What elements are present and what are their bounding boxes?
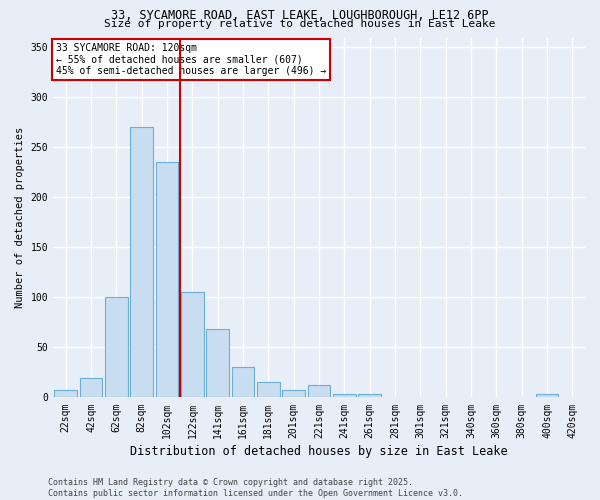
Bar (333, 394, 356, 398)
Bar (155, 162, 178, 398)
Bar (55, 390, 77, 398)
Text: 33 SYCAMORE ROAD: 120sqm
← 55% of detached houses are smaller (607)
45% of semi-: 33 SYCAMORE ROAD: 120sqm ← 55% of detach… (56, 43, 326, 76)
Bar (282, 390, 305, 398)
Bar (232, 368, 254, 398)
Bar (181, 292, 204, 398)
Bar (105, 298, 128, 398)
Bar (206, 330, 229, 398)
Bar (358, 394, 381, 398)
Bar (308, 386, 331, 398)
Bar (257, 382, 280, 398)
Bar (130, 128, 153, 398)
Text: 33, SYCAMORE ROAD, EAST LEAKE, LOUGHBOROUGH, LE12 6PP: 33, SYCAMORE ROAD, EAST LEAKE, LOUGHBORO… (111, 9, 489, 22)
Bar (536, 394, 559, 398)
Text: Contains HM Land Registry data © Crown copyright and database right 2025.
Contai: Contains HM Land Registry data © Crown c… (48, 478, 463, 498)
Text: Size of property relative to detached houses in East Leake: Size of property relative to detached ho… (104, 19, 496, 29)
Y-axis label: Number of detached properties: Number of detached properties (15, 127, 25, 308)
Bar (80, 378, 103, 398)
X-axis label: Distribution of detached houses by size in East Leake: Distribution of detached houses by size … (130, 444, 508, 458)
